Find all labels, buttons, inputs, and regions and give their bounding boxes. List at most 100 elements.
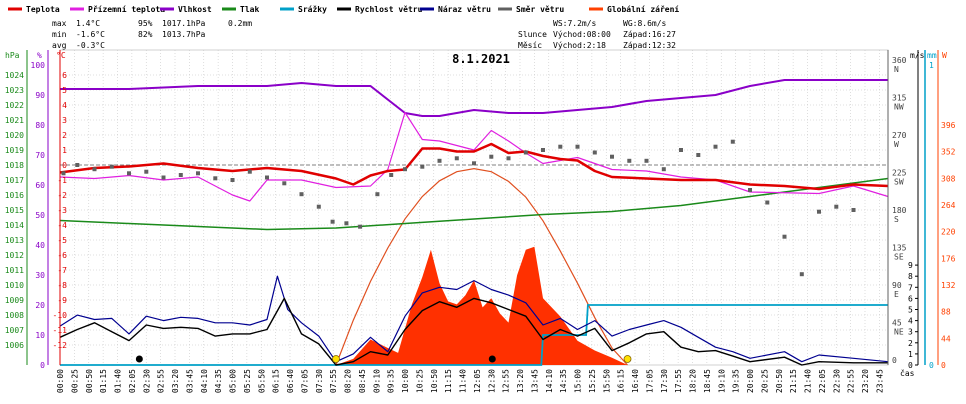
x-tick-label: 05:00 [229,369,238,393]
x-tick-label: 14:10 [545,369,554,393]
series-temperature [59,142,889,191]
axis-wm2-tick: 396 [941,121,956,130]
axis-degc-tick: -2 [57,191,67,200]
wind-direction-point [489,154,494,159]
axis-dir-label: N [894,65,899,74]
info-sunset: Západ:16:27 [623,30,676,39]
x-tick-label: 17:05 [645,369,654,393]
axis-wm2-tick: 352 [941,148,956,157]
x-tick-label: 07:05 [300,369,309,393]
x-tick-label: 21:15 [789,369,798,393]
legend-label: Vlhkost [178,5,212,14]
axis-wm2-tick: 0 [941,361,946,370]
wind-direction-point [472,161,476,166]
axis-hpa-tick: 1010 [5,281,24,290]
x-tick-label: 12:30 [487,369,496,393]
axis-degc-tick: -9 [57,296,67,305]
legend-label: Teplota [26,5,60,14]
x-tick-label: 10:50 [430,369,439,393]
wind-direction-point [299,192,304,197]
axis-hpa-tick: 1023 [5,86,24,95]
x-tick-label: 05:50 [257,369,266,393]
axis-pct-tick: 30 [35,271,45,280]
wind-direction-point [644,158,649,163]
x-tick-label: 16:40 [631,369,640,393]
wind-direction-point [282,181,287,186]
x-tick-label: 02:05 [128,369,137,393]
axis-degc-tick: -8 [57,281,67,290]
axis-dir-tick: 45 [892,319,902,328]
stat-min-temp: -1.6°C [76,30,105,39]
x-tick-label: 09:35 [387,369,396,393]
x-tick-label: 10:00 [401,369,410,393]
x-tick-label: 20:25 [760,369,769,393]
axis-mm-tick: 0 [929,361,934,370]
stat-max-hum: 95% [138,19,153,28]
axis-degc-tick: -6 [57,251,67,260]
stat-avg-temp: -0.3°C [76,41,105,50]
wind-direction-point [730,139,735,144]
wind-direction-point [213,176,218,181]
x-tick-label: 08:45 [358,369,367,393]
axis-pct-tick: 0 [40,361,45,370]
info-block: WS:7.2m/s WG:8.6m/s Slunce Východ:08:00 … [518,19,676,50]
wind-direction-point [765,200,770,205]
markers [135,355,632,363]
wind-direction-point [127,171,131,176]
axis-dir-label: SW [894,178,904,187]
legend-label: Směr větru [516,4,564,14]
axis-hpa-tick: 1007 [5,326,24,335]
axis-dir-label: SE [894,253,904,262]
wind-direction-point [92,167,97,172]
x-tick-label: 22:55 [847,369,856,393]
axis-degc-tick: -3 [57,206,67,215]
axis-hpa-tick: 1008 [5,311,24,320]
wind-direction-point [196,171,200,176]
x-tick-label: 13:45 [530,369,539,393]
wind-direction-point [541,148,545,152]
axis-hpa-tick: 1013 [5,236,24,245]
axis-pct-tick: 20 [35,301,45,310]
wind-direction-point [834,204,839,209]
wind-direction-point [403,167,407,172]
axis-dir-label: NE [894,328,904,337]
axis-pct-tick: 50 [35,211,45,220]
axis-degc-tick: 2 [62,131,67,140]
wind-direction-point [610,154,614,159]
wind-direction-point [316,204,321,209]
stat-max-press: 1017.1hPa [162,19,206,28]
wind-direction-point [178,173,183,177]
x-tick-label: 15:00 [574,369,583,393]
axis-hpa-unit: hPa [5,51,20,60]
wind-direction-point [661,167,666,172]
wind-direction-point [506,156,511,161]
wind-direction-point [851,208,856,212]
stat-max-label: max [52,19,67,28]
wind-direction-point [799,272,804,277]
axis-degc-tick: -7 [57,266,67,275]
x-tick-label: 23:20 [861,369,870,393]
axis-hpa-tick: 1011 [5,266,24,275]
x-tick-label: 03:20 [171,369,180,393]
axis-hpa-tick: 1020 [5,131,24,140]
wind-direction-point [375,192,380,197]
x-tick-label: 06:40 [286,369,295,393]
axis-degc-tick: 3 [62,116,67,125]
axis-dir-tick: 180 [892,206,907,215]
wind-direction-point [265,175,269,180]
x-tick-label: 22:05 [818,369,827,393]
axis-hpa-tick: 1017 [5,176,24,185]
axis-ms-tick: 0 [908,361,913,370]
axis-ms-tick: 1 [908,350,913,359]
x-tick-label: 18:20 [689,369,698,393]
legend-label: Náraz větru [438,4,491,14]
axis-dir-label: S [894,215,899,224]
x-tick-label: 02:55 [157,369,166,393]
wind-direction-point [592,150,597,155]
x-tick-label: 13:20 [516,369,525,393]
axis-pct-tick: 80 [35,121,45,130]
x-tick-label: 07:55 [329,369,338,393]
axis-degc-tick: 4 [62,101,67,110]
